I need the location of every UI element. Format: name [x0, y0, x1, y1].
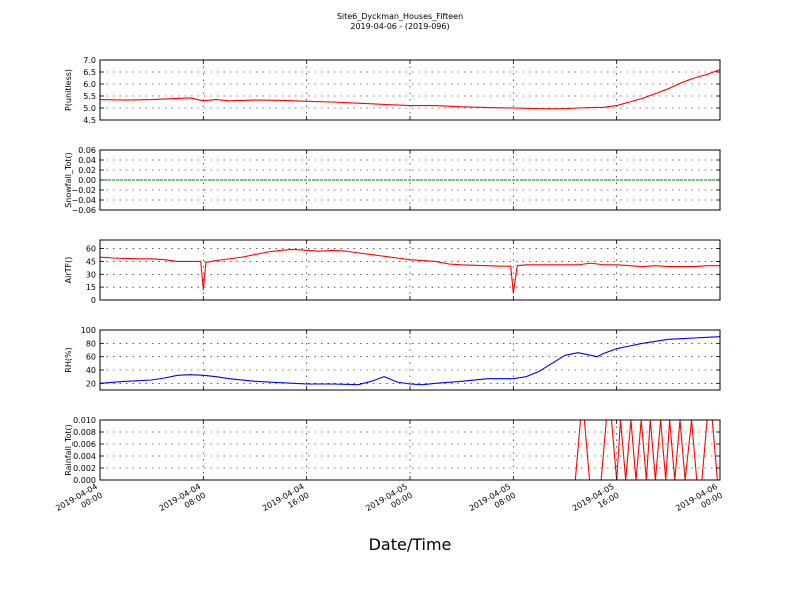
x-tick-label: 2019-04-0416:00	[261, 482, 311, 522]
chart-panel-2: 0.060.040.020.00−0.02−0.04−0.06Snowfall_…	[64, 146, 721, 215]
y-tick-label: 6.0	[83, 80, 96, 89]
chart-panel-5: 0.010 0.008 0.006 0.004 0.002 0.000Rainfall_T…	[64, 416, 721, 485]
y-tick-label: 0.00	[78, 176, 96, 185]
y-axis-label: Snowfall_Tot()	[64, 152, 73, 208]
plot-frame	[99, 59, 721, 121]
plot-frame	[99, 329, 721, 391]
y-tick-label: 5.5	[83, 92, 96, 101]
y-tick-label: 0.004	[73, 452, 96, 461]
y-tick-label: 0.010	[73, 416, 96, 425]
y-tick-label: 0.008	[73, 428, 96, 437]
x-tick-label: 2019-04-0508:00	[468, 482, 518, 522]
series-line-3	[99, 248, 720, 294]
y-tick-label: 6.5	[83, 68, 96, 77]
x-tick-label: 2019-04-0600:00	[674, 482, 724, 522]
chart-panels: 7.06.56.05.55.04.5P(unitless)0.060.040.0…	[64, 56, 721, 485]
y-tick-label: 0.06	[78, 146, 96, 155]
y-tick-label: 80	[86, 339, 96, 348]
chart-panel-1: 7.0 6.5 6.0 5.5 5.0 4.5 P(unitless)	[64, 56, 721, 125]
y-tick-label: −0.04	[71, 196, 96, 205]
y-tick-label: 5.0	[83, 104, 96, 113]
y-tick-label: 0.04	[78, 156, 96, 165]
y-tick-label: 0.002	[73, 464, 96, 473]
plot-frame	[99, 239, 721, 301]
y-tick-label: 15	[86, 283, 96, 292]
x-tick-label: 2019-04-0516:00	[571, 482, 621, 522]
series-line-1	[99, 69, 721, 110]
x-axis-label: Date/Time	[369, 535, 452, 554]
y-tick-label: 30	[86, 270, 96, 279]
y-axis-label: AirTF()	[64, 257, 73, 284]
figure-title: Site6_Dyckman_Houses_Fifteen	[337, 12, 463, 21]
y-tick-label: 40	[86, 366, 96, 375]
y-tick-label: 4.5	[83, 116, 96, 125]
y-tick-label: −0.06	[71, 206, 96, 215]
y-axis-label: Rainfall_Tot()	[64, 424, 73, 476]
y-tick-label: 0.000	[73, 476, 96, 485]
chart-panel-4: 100 80 60 40 20 RH(%)	[64, 326, 721, 391]
x-tick-label: 2019-04-0408:00	[158, 482, 208, 522]
y-tick-label: 60	[86, 245, 96, 254]
x-tick-label: 2019-04-0400:00	[54, 482, 104, 522]
y-tick-label: −0.02	[71, 186, 96, 195]
y-tick-label: 7.0	[83, 56, 96, 65]
y-tick-label: 60	[86, 353, 96, 362]
y-tick-label: 0.006	[73, 440, 96, 449]
y-tick-label: 100	[81, 326, 96, 335]
y-axis-label: RH(%)	[64, 347, 73, 372]
figure-subtitle: 2019-04-06 - (2019-096)	[350, 22, 449, 31]
y-tick-label: 0	[91, 296, 96, 305]
y-tick-label: 45	[86, 257, 96, 266]
chart-panel-3: 60 45 30 15 0 AirTF()	[64, 239, 721, 305]
series-line-4	[99, 336, 721, 386]
series-line-5	[100, 419, 720, 481]
x-axis-tick-labels: 2019-04-0400:00 2019-04-0408:00 2019-04-04…	[54, 482, 724, 522]
y-tick-label: 0.02	[78, 166, 96, 175]
y-axis-label: P(unitless)	[64, 69, 73, 111]
x-tick-label: 2019-04-0500:00	[364, 482, 414, 522]
y-tick-label: 20	[86, 379, 96, 388]
